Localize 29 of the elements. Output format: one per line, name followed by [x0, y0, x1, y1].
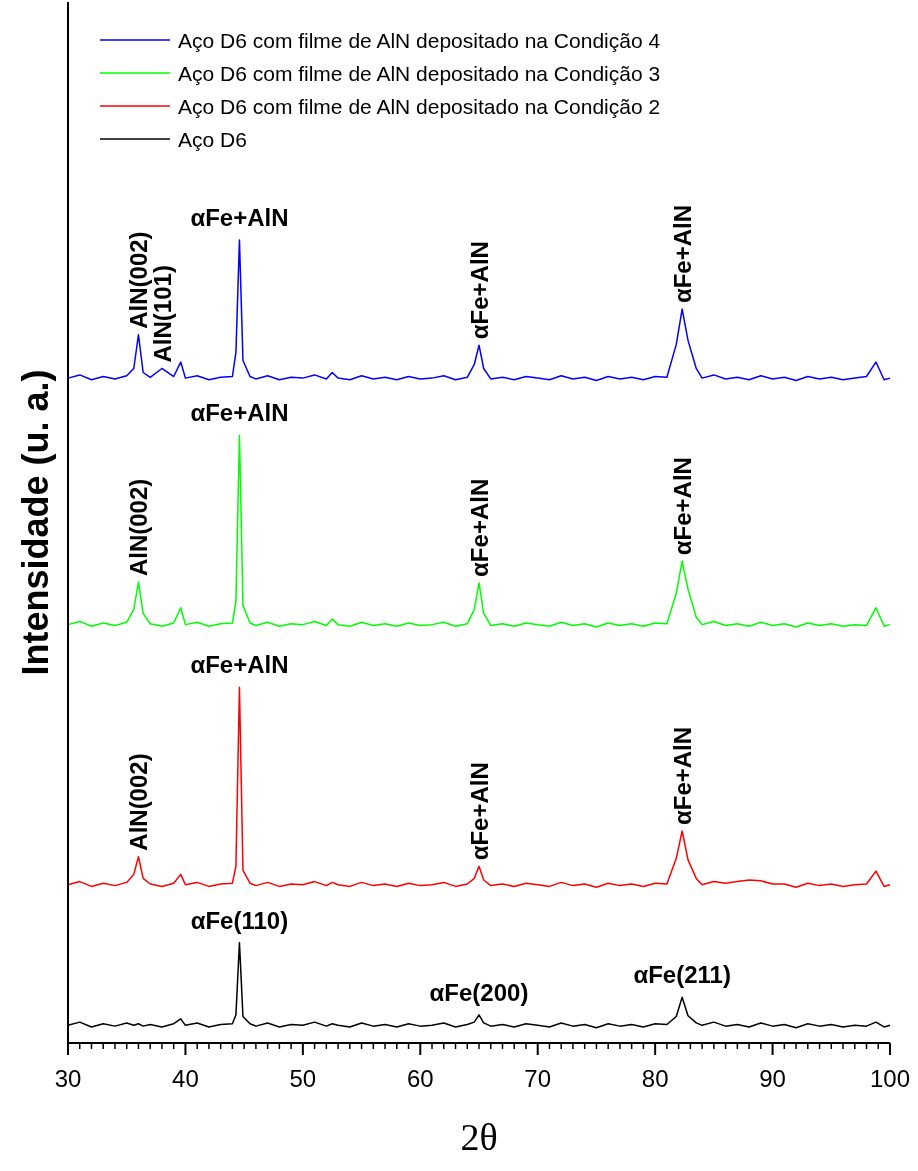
annotation: αFe+AlN [190, 651, 289, 679]
annotation: αFe(200) [429, 978, 529, 1006]
annotation: αFe+AlN [669, 726, 697, 826]
annotation: αFe(110) [190, 906, 289, 934]
x-tick-label: 60 [406, 1065, 434, 1092]
annotation: αFe+AlN [669, 457, 697, 556]
legend-label: Aço D6 com filme de AlN depositado na Condição 4 [178, 29, 661, 52]
legend-label: Aço D6 com filme de AlN depositado na Condição 2 [178, 95, 661, 118]
x-tick-label: 50 [289, 1065, 317, 1092]
annotation: AlN(002) [125, 753, 153, 851]
annotation: AlN(002) [125, 478, 153, 577]
y-axis-title: Intensidade (u. a.) [15, 369, 56, 676]
annotation: αFe+AlN [466, 762, 493, 861]
annotation: AlN(002) [125, 231, 153, 329]
x-tick-label: 90 [759, 1065, 786, 1092]
x-tick-label: 80 [641, 1065, 669, 1092]
annotation: αFe(211) [633, 961, 731, 989]
x-tick-label: 40 [172, 1065, 199, 1092]
annotation: αFe+AlN [466, 478, 493, 577]
x-axis-title: 2θ [460, 1116, 498, 1158]
annotation: αFe+AlN [669, 204, 697, 304]
legend-label: Aço D6 [178, 128, 247, 151]
x-tick-label: 30 [54, 1065, 82, 1092]
legend-label: Aço D6 com filme de AlN depositado na Condição 3 [178, 62, 661, 85]
annotation: αFe+AlN [190, 399, 289, 427]
x-tick-label: 70 [524, 1065, 552, 1092]
annotation: αFe+AlN [466, 241, 493, 340]
annotation: αFe+AlN [190, 204, 289, 231]
x-tick-label: 100 [869, 1065, 911, 1092]
